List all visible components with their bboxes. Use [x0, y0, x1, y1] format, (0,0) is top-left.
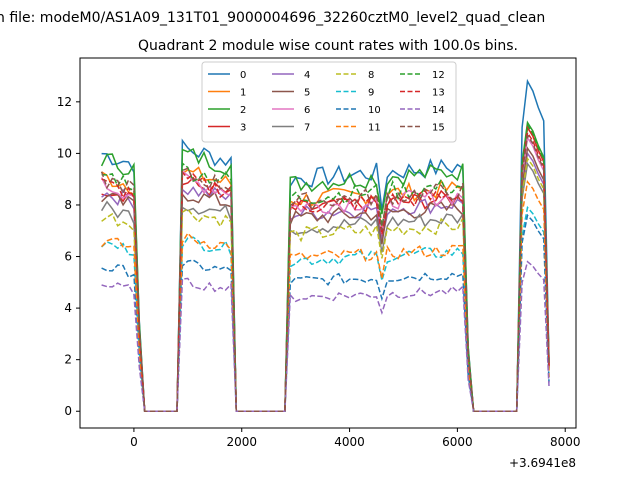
axes-frame	[79, 57, 577, 429]
legend-label-9: 9	[368, 88, 374, 99]
legend-label-5: 5	[304, 88, 310, 99]
legend-label-6: 6	[304, 105, 310, 116]
legend-label-13: 13	[432, 88, 445, 99]
legend-box	[201, 61, 457, 143]
legend-label-2: 2	[240, 105, 246, 116]
chart-title: Quadrant 2 module wise count rates with …	[138, 38, 518, 54]
legend-label-0: 0	[240, 70, 246, 81]
series-lines	[100, 78, 550, 412]
y-tick-label: 4	[64, 301, 72, 315]
series-line-14	[101, 260, 550, 412]
x-tick-label: 6000	[442, 435, 473, 449]
x-axis-offset-label: +3.6941e8	[509, 456, 576, 470]
legend-label-10: 10	[368, 105, 381, 116]
y-tick-label: 8	[64, 198, 72, 212]
legend-label-11: 11	[368, 123, 381, 134]
legend-label-4: 4	[304, 70, 310, 81]
y-tick-label: 6	[64, 250, 72, 264]
legend-label-1: 1	[240, 88, 246, 99]
legend-label-12: 12	[432, 70, 445, 81]
legend-label-8: 8	[368, 70, 374, 81]
legend-label-14: 14	[432, 105, 445, 116]
y-tick-label: 0	[64, 404, 72, 418]
x-tick-label: 8000	[550, 435, 581, 449]
series-line-15	[100, 133, 550, 412]
legend-label-3: 3	[240, 123, 246, 134]
x-tick-label: 4000	[334, 435, 365, 449]
figure-suptitle: n file: modeM0/AS1A09_131T01_9000004696_…	[0, 10, 545, 26]
x-axis: 0 2000 4000 6000 8000	[130, 428, 580, 449]
y-tick-label: 12	[57, 95, 72, 109]
x-tick-label: 0	[130, 435, 138, 449]
series-line-11	[101, 180, 550, 412]
x-tick-label: 2000	[226, 435, 257, 449]
legend-label-7: 7	[304, 123, 310, 134]
y-axis: 0 2 4 6 8 10 12	[57, 95, 80, 418]
y-tick-label: 10	[57, 146, 72, 160]
legend-label-15: 15	[432, 123, 445, 134]
y-tick-label: 2	[64, 353, 72, 367]
